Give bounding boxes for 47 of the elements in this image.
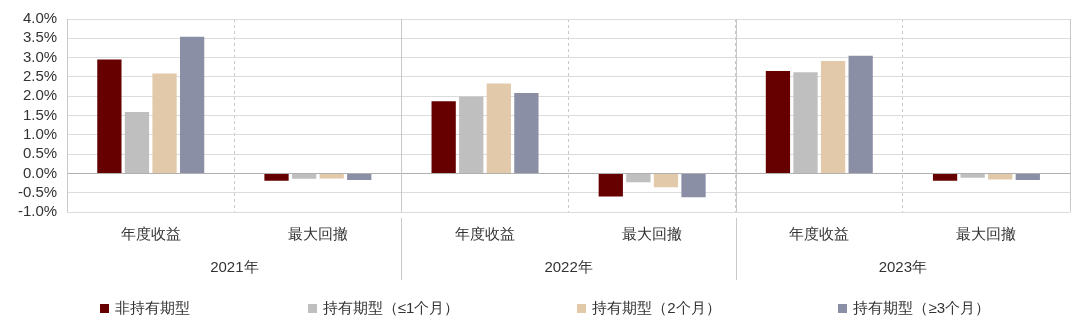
bar — [514, 93, 539, 173]
legend-label: 持有期型（≥3个月） — [853, 298, 990, 318]
y-tick-label: -0.5% — [18, 182, 58, 200]
bar — [152, 73, 177, 173]
x-tick-label: 年度收益 — [789, 225, 850, 243]
x-tick-label: 年度收益 — [455, 225, 516, 243]
legend-label: 持有期型（2个月） — [592, 298, 721, 318]
text: 2021年 — [210, 258, 259, 276]
bar — [820, 61, 846, 173]
bar — [291, 173, 317, 179]
bar — [459, 96, 484, 173]
x-tick-label: 最大回撤 — [956, 225, 1017, 243]
bar — [179, 36, 205, 173]
bar — [124, 112, 150, 173]
y-tick-label: 2.5% — [22, 67, 58, 85]
text: 2023年 — [878, 258, 928, 276]
bar — [598, 173, 623, 197]
y-tick-label: 2.0% — [22, 86, 58, 104]
bar — [988, 173, 1013, 180]
bar — [264, 173, 289, 181]
text: 2022年 — [544, 258, 593, 276]
bar — [97, 59, 122, 173]
bar — [653, 173, 679, 188]
y-tick-label: 4.0% — [22, 9, 58, 27]
y-tick-label: 1.5% — [22, 105, 58, 123]
legend-label: 非持有期型 — [115, 298, 190, 318]
bar — [1015, 173, 1040, 180]
bar — [431, 101, 456, 173]
x-tick-label: 最大回撤 — [622, 225, 683, 243]
bar — [848, 55, 873, 173]
bar — [932, 173, 958, 181]
y-tick-label: 0.5% — [22, 144, 58, 162]
bar — [960, 173, 985, 178]
y-tick-label: 1.0% — [22, 124, 58, 142]
y-tick-label: 0.0% — [22, 163, 58, 181]
y-tick-label: 3.0% — [22, 47, 58, 65]
bar — [626, 173, 651, 183]
y-tick-label: 3.5% — [22, 28, 58, 46]
bar — [765, 71, 791, 173]
bar — [486, 83, 511, 173]
bar — [793, 72, 818, 173]
bar — [681, 173, 706, 198]
bar — [347, 173, 372, 180]
y-tick-label: -1.0% — [18, 202, 58, 220]
legend-label: 持有期型（≤1个月） — [322, 298, 460, 318]
x-tick-label: 最大回撤 — [287, 225, 348, 243]
x-tick-label: 年度收益 — [120, 225, 181, 243]
